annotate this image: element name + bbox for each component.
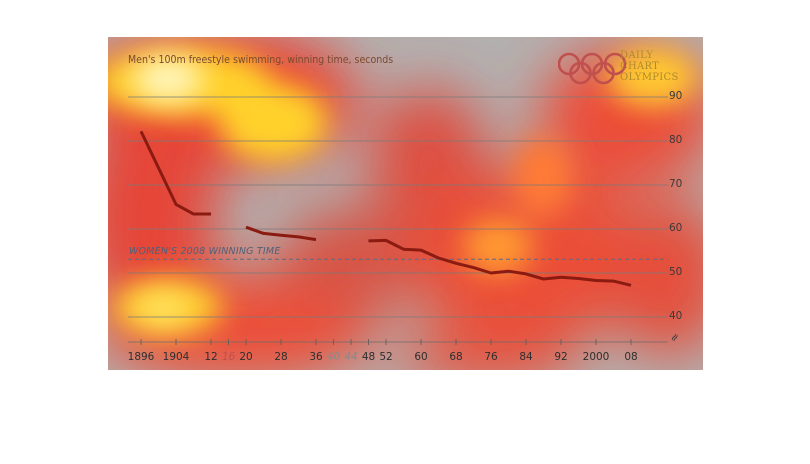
series-segment-3	[368, 238, 632, 287]
olympic-rings-icon	[558, 52, 627, 85]
x-tick-label-2000: 2000	[582, 351, 610, 363]
x-tick-label-1896: 1896	[127, 351, 155, 363]
y-tick-label-80: 80	[669, 134, 683, 146]
reference-line-label: WOMEN'S 2008 WINNING TIME	[129, 246, 281, 257]
chart-title: Men's 100m freestyle swimming, winning t…	[128, 54, 394, 66]
grid-lines	[128, 96, 668, 343]
x-tick-label-08: 08	[624, 351, 638, 363]
series-segment-2	[245, 225, 317, 242]
series-line	[139, 130, 632, 287]
x-tick-label-92: 92	[554, 351, 568, 363]
chart-figure: Men's 100m freestyle swimming, winning t…	[108, 37, 703, 370]
x-tick-label-76: 76	[484, 351, 498, 363]
x-tick-label-60: 60	[414, 351, 428, 363]
x-tick-label-68: 68	[449, 351, 463, 363]
logo-text: DAILY CHART OLYMPICS	[620, 50, 679, 83]
x-tick-label-16: 16	[221, 351, 236, 363]
y-tick-label-60: 60	[669, 222, 683, 234]
x-tick-label-28: 28	[274, 351, 288, 363]
series-segment-1	[139, 130, 211, 216]
x-tick-label-40: 40	[326, 351, 341, 363]
x-tick-label-84: 84	[519, 351, 533, 363]
y-tick-label-40: 40	[669, 310, 683, 322]
x-ticks	[140, 339, 632, 345]
logo-line-2: CHART	[620, 61, 660, 72]
olympic-ring-4	[569, 61, 592, 85]
olympic-ring-5	[592, 61, 615, 85]
x-tick-label-52: 52	[379, 351, 393, 363]
x-tick-label-36: 36	[309, 351, 323, 363]
y-tick-label-50: 50	[669, 266, 683, 278]
logo-line-3: OLYMPICS	[620, 72, 679, 83]
olympics-logo: DAILY CHART OLYMPICS	[558, 50, 698, 91]
x-tick-label-44: 44	[344, 351, 358, 363]
x-tick-label-12: 12	[204, 351, 218, 363]
x-tick-label-1904: 1904	[162, 351, 190, 363]
y-tick-label-90: 90	[669, 90, 683, 102]
logo-line-1: DAILY	[620, 50, 654, 61]
y-tick-label-70: 70	[669, 178, 683, 190]
x-tick-label-20: 20	[239, 351, 253, 363]
x-tick-label-48: 48	[361, 351, 376, 363]
